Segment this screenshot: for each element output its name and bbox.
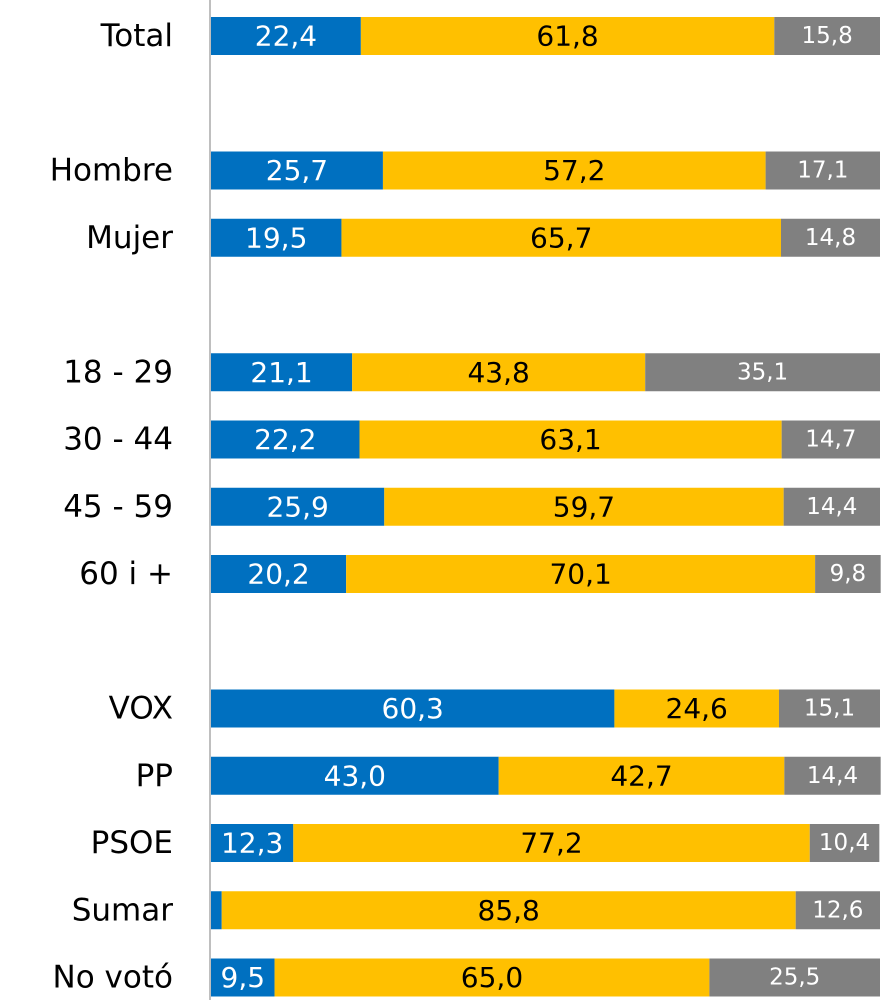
bar-segment — [781, 420, 880, 459]
bar-segment — [211, 958, 275, 997]
value-label: 24,6 — [666, 692, 728, 725]
category-label: 45 - 59 — [63, 489, 173, 525]
value-label: 14,4 — [806, 494, 857, 520]
bar-segment — [780, 218, 880, 257]
value-label: 15,1 — [804, 696, 855, 722]
category-label: Mujer — [86, 220, 173, 256]
value-label: 35,1 — [737, 359, 788, 385]
bar-segment — [211, 891, 222, 930]
value-label: 61,8 — [536, 20, 598, 53]
bar-segment — [221, 891, 796, 930]
bar-segment — [765, 151, 880, 190]
value-label: 22,4 — [255, 20, 317, 53]
value-label: 22,2 — [254, 423, 316, 456]
value-label: 42,7 — [610, 759, 672, 792]
bar-segment — [774, 17, 880, 55]
bar-segment — [341, 218, 781, 257]
category-label: Hombre — [50, 153, 173, 189]
bar-segment — [815, 555, 881, 593]
bar-segment — [293, 824, 810, 862]
bar-segment — [211, 555, 347, 593]
value-label: 77,2 — [520, 827, 582, 860]
bar-segment — [645, 353, 880, 392]
bar-segment — [211, 17, 361, 55]
bar-segment — [359, 420, 782, 459]
bar-segment — [795, 891, 880, 930]
category-label: 30 - 44 — [63, 422, 173, 458]
value-label: 65,0 — [461, 961, 523, 994]
category-label: Total — [100, 18, 173, 54]
bar-segment — [382, 151, 766, 190]
value-label: 14,7 — [805, 427, 856, 453]
value-label: 19,5 — [245, 221, 307, 254]
bar-segment — [352, 353, 646, 392]
category-label: Sumar — [72, 892, 174, 928]
bar-segment — [211, 756, 499, 795]
bar-segment — [498, 756, 785, 795]
value-label: 15,8 — [802, 23, 853, 49]
bar-segment — [809, 824, 880, 862]
value-label: 20,2 — [247, 558, 309, 591]
value-label: 21,1 — [250, 356, 312, 389]
value-label: 9,5 — [221, 961, 266, 994]
value-label: 63,1 — [539, 423, 601, 456]
value-label: 25,5 — [769, 965, 820, 991]
bar-segment — [783, 487, 880, 526]
category-label: VOX — [109, 691, 173, 727]
bar-segment — [211, 151, 383, 190]
value-label: 59,7 — [553, 490, 615, 523]
value-label: 14,4 — [807, 763, 858, 789]
value-label: 65,7 — [530, 221, 592, 254]
bar-segment — [709, 958, 880, 997]
value-label: 25,7 — [266, 154, 328, 187]
value-label: 14,8 — [805, 225, 856, 251]
value-label: 57,2 — [543, 154, 605, 187]
category-label: PSOE — [91, 825, 173, 861]
bar-segment — [211, 420, 360, 459]
bar-segment — [211, 487, 385, 526]
value-label: 43,0 — [324, 759, 386, 792]
bar-segment — [614, 689, 779, 728]
value-label: 9,8 — [830, 561, 867, 587]
value-label: 70,1 — [549, 558, 611, 591]
bar-segment — [274, 958, 710, 997]
category-label: 18 - 29 — [63, 354, 173, 390]
category-label: PP — [136, 758, 173, 794]
value-label: 12,6 — [812, 897, 863, 923]
value-label: 10,4 — [819, 830, 870, 856]
bar-segment — [360, 17, 775, 55]
category-label: 60 i + — [79, 556, 173, 592]
value-label: 85,8 — [478, 894, 540, 927]
bar-segment — [211, 218, 342, 257]
bar-segment — [384, 487, 784, 526]
bar-segment — [784, 756, 881, 795]
value-label: 60,3 — [382, 692, 444, 725]
bar-segment — [211, 689, 615, 728]
bar-segment — [346, 555, 816, 593]
category-label: No votó — [53, 960, 173, 996]
value-label: 43,8 — [467, 356, 529, 389]
bar-segment — [211, 824, 294, 862]
bar-segment — [211, 353, 353, 392]
value-label: 12,3 — [221, 827, 283, 860]
value-label: 17,1 — [797, 158, 848, 184]
bar-segment — [778, 689, 880, 728]
value-label: 25,9 — [266, 490, 328, 523]
